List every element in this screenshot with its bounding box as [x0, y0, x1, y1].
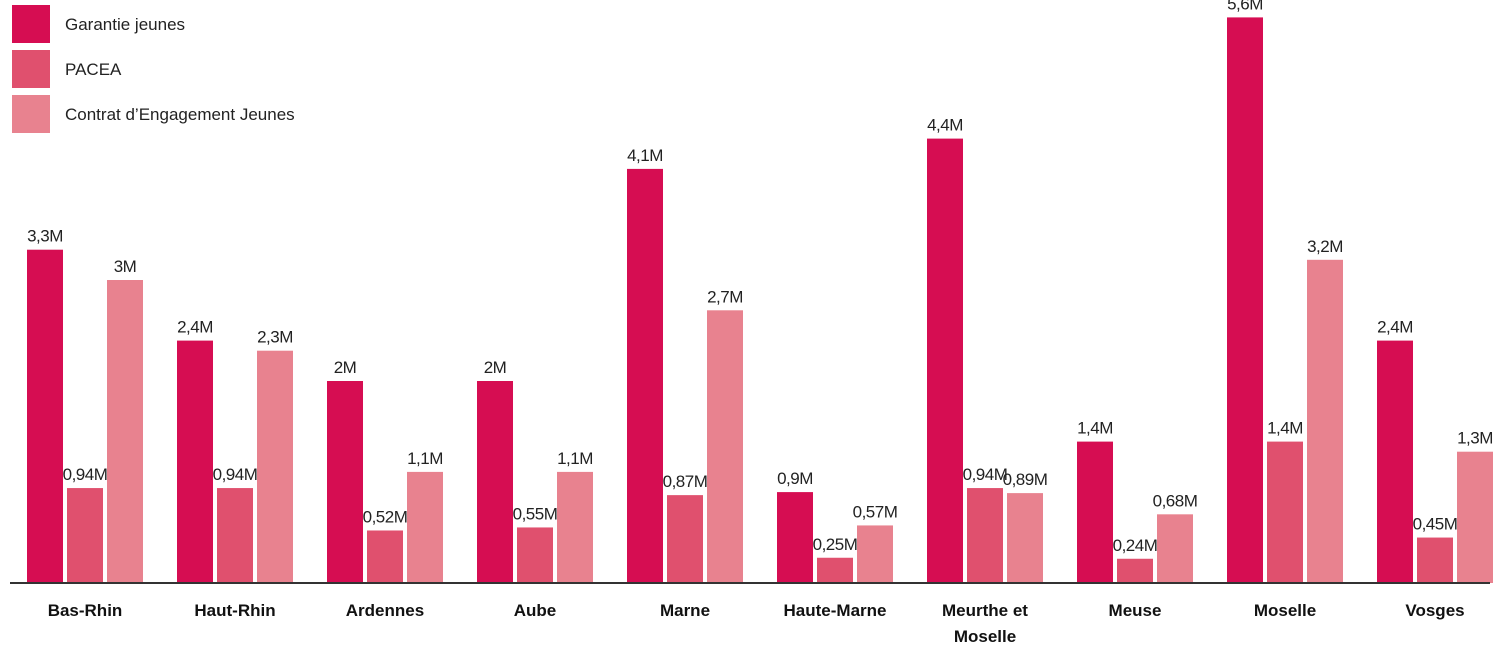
legend-label: Contrat d’Engagement Jeunes: [65, 105, 295, 124]
value-label: 2M: [334, 358, 357, 377]
value-label: 0,89M: [1003, 470, 1048, 489]
bar: [557, 471, 593, 583]
bar: [857, 525, 893, 583]
x-tick-label: Meurthe et Moselle: [942, 601, 1028, 646]
value-label: 5,6M: [1227, 0, 1263, 13]
value-label: 3,2M: [1307, 237, 1343, 256]
value-label: 0,94M: [213, 465, 258, 484]
legend-swatch: [12, 50, 50, 88]
bar: [67, 488, 103, 583]
value-label: 0,94M: [63, 465, 108, 484]
value-label: 2,4M: [177, 318, 213, 337]
x-tick-label: Aube: [513, 601, 557, 620]
bar: [1307, 259, 1343, 583]
bar: [967, 488, 1003, 583]
value-label: 0,55M: [513, 504, 558, 523]
value-label: 0,52M: [363, 507, 408, 526]
value-label: 1,4M: [1267, 419, 1303, 438]
value-label: 3M: [114, 257, 137, 276]
bar: [327, 381, 363, 583]
value-label: 1,1M: [407, 449, 443, 468]
x-tick-label: Haut-Rhin: [194, 601, 276, 620]
value-label: 0,9M: [777, 469, 813, 488]
x-tick-label: Moselle: [1253, 601, 1317, 620]
bar: [257, 350, 293, 583]
bar: [517, 527, 553, 583]
bar: [1157, 514, 1193, 583]
bar: [407, 471, 443, 583]
legend-swatch: [12, 95, 50, 133]
x-tick-label: Bas-Rhin: [47, 601, 123, 620]
value-label: 2,4M: [1377, 318, 1413, 337]
bar: [1227, 17, 1263, 583]
value-label: 1,3M: [1457, 429, 1493, 448]
x-tick-label: Meuse: [1108, 601, 1162, 620]
bar: [1457, 451, 1493, 583]
value-label: 0,25M: [813, 535, 858, 554]
bar: [27, 249, 63, 583]
bar: [1377, 340, 1413, 583]
value-label: 1,4M: [1077, 419, 1113, 438]
value-label: 0,94M: [963, 465, 1008, 484]
value-label: 4,4M: [927, 116, 963, 135]
x-tick-label: Haute-Marne: [783, 601, 887, 620]
x-tick-label: Ardennes: [345, 601, 425, 620]
value-label: 4,1M: [627, 146, 663, 165]
value-label: 0,57M: [853, 502, 898, 521]
bar: [477, 381, 513, 583]
value-label: 3,3M: [27, 227, 63, 246]
value-label: 2,7M: [707, 287, 743, 306]
legend-swatch: [12, 5, 50, 43]
value-label: 0,68M: [1153, 491, 1198, 510]
bar: [707, 310, 743, 583]
legend-label: PACEA: [65, 60, 122, 79]
value-label: 0,45M: [1413, 515, 1458, 534]
bar: [177, 340, 213, 583]
x-tick-label: Marne: [659, 601, 711, 620]
bar: [107, 280, 143, 583]
value-label: 0,24M: [1113, 536, 1158, 555]
value-label: 0,87M: [663, 472, 708, 491]
value-label: 1,1M: [557, 449, 593, 468]
bar: [1267, 441, 1303, 583]
bar: [217, 488, 253, 583]
bar: [627, 168, 663, 583]
bar: [367, 530, 403, 583]
bar: [1007, 493, 1043, 583]
bar: [1077, 441, 1113, 583]
value-label: 2M: [484, 358, 507, 377]
bar: [1117, 558, 1153, 583]
bar: [1417, 537, 1453, 583]
value-label: 2,3M: [257, 328, 293, 347]
bar: [777, 492, 813, 583]
x-tick-label: Vosges: [1405, 601, 1465, 620]
bar: [817, 557, 853, 583]
legend-label: Garantie jeunes: [65, 15, 185, 34]
bar: [927, 138, 963, 583]
bar: [667, 495, 703, 583]
